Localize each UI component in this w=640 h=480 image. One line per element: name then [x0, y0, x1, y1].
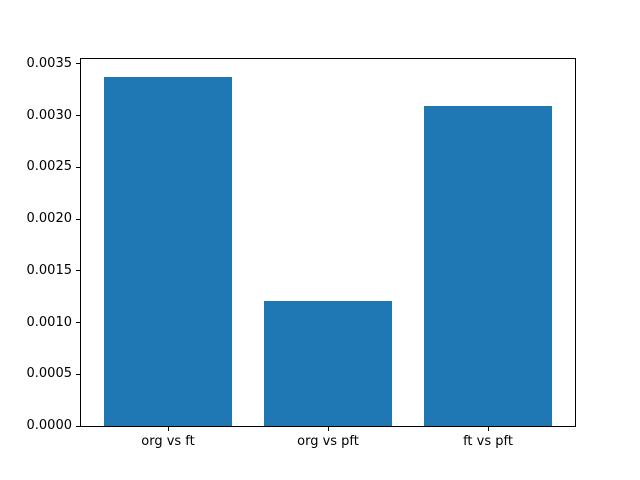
y-tick-label: 0.0020 — [26, 211, 73, 226]
y-tick-label: 0.0005 — [26, 366, 73, 381]
y-tick-label: 0.0030 — [26, 108, 73, 123]
x-tick-label-ft-vs-pft: ft vs pft — [463, 434, 513, 449]
x-tick-mark — [488, 427, 489, 431]
y-tick-mark — [76, 115, 80, 116]
y-tick-mark — [76, 426, 80, 427]
y-tick-label: 0.0015 — [26, 263, 73, 278]
y-tick-label: 0.0000 — [26, 418, 73, 433]
y-tick-mark — [76, 167, 80, 168]
y-tick-mark — [76, 63, 80, 64]
x-tick-label-org-vs-pft: org vs pft — [297, 434, 359, 449]
y-tick-mark — [76, 322, 80, 323]
bar-ft-vs-pft — [424, 105, 553, 426]
y-tick-mark — [76, 374, 80, 375]
y-tick-mark — [76, 219, 80, 220]
axes — [80, 58, 576, 427]
x-tick-label-org-vs-ft: org vs ft — [141, 434, 195, 449]
y-tick-label: 0.0010 — [26, 315, 73, 330]
x-tick-mark — [168, 427, 169, 431]
x-tick-mark — [328, 427, 329, 431]
y-tick-label: 0.0035 — [26, 56, 73, 71]
bar-org-vs-pft — [263, 300, 393, 426]
y-tick-label: 0.0025 — [26, 159, 73, 174]
bar-org-vs-ft — [103, 76, 232, 426]
y-tick-mark — [76, 270, 80, 271]
